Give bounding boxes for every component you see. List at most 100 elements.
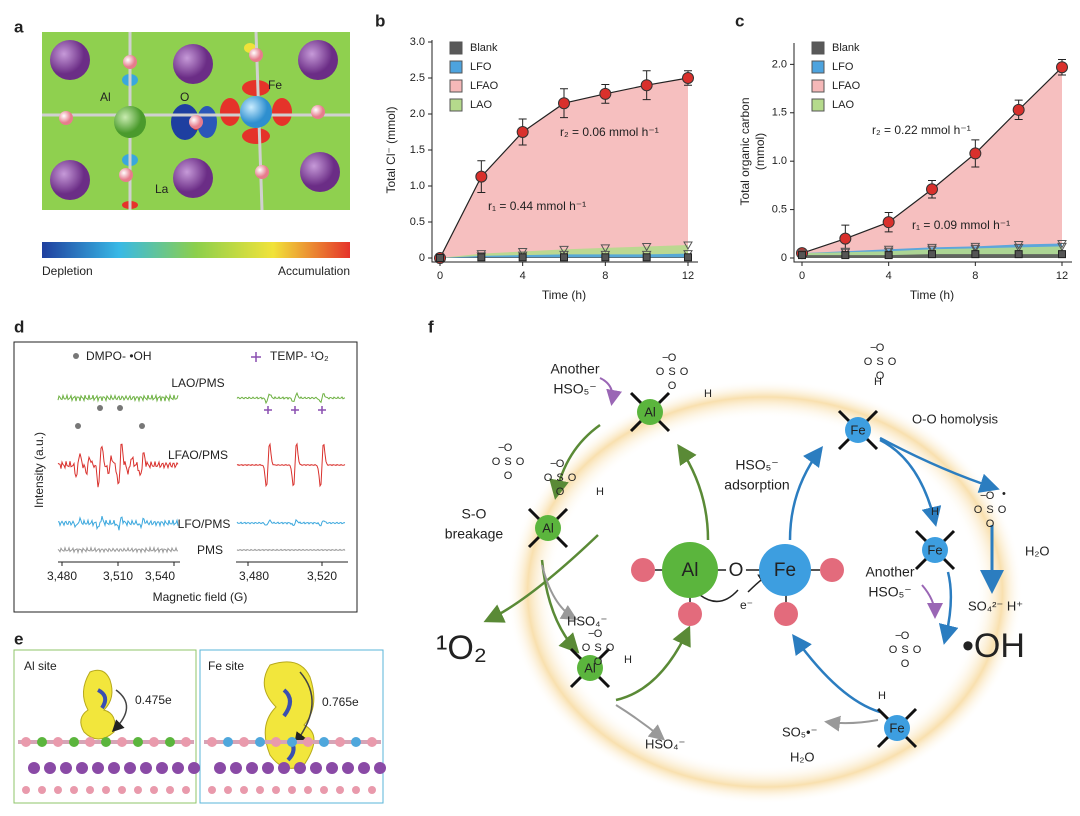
spectrum <box>236 442 346 488</box>
atom-label: O <box>974 504 983 516</box>
step-label: O-O homolysis <box>912 411 998 426</box>
marker <box>884 251 893 260</box>
atom-label: O <box>986 490 995 502</box>
marker <box>599 87 612 100</box>
marker <box>1013 240 1024 250</box>
bond <box>569 647 584 662</box>
atom <box>223 737 233 747</box>
electron-label: e⁻ <box>740 598 753 612</box>
bond <box>629 418 644 433</box>
legend-swatch <box>811 79 825 93</box>
marker <box>1058 250 1066 259</box>
atom-label: Al <box>682 560 699 581</box>
atom-label: O <box>568 472 577 484</box>
bond <box>941 556 956 571</box>
atom <box>70 786 78 794</box>
colorbar-label: Accumulation <box>278 264 350 278</box>
atom <box>53 737 63 747</box>
atom-label: Al <box>542 520 554 535</box>
marker <box>560 253 568 262</box>
marker <box>516 126 529 138</box>
atom <box>149 737 159 747</box>
peak-dot <box>117 405 123 411</box>
atom <box>342 762 354 774</box>
marker <box>684 253 692 262</box>
atom-label: S <box>504 456 511 468</box>
atom <box>310 762 322 774</box>
atom <box>374 762 386 774</box>
annotation: r₂ = 0.06 mmol h⁻¹ <box>560 125 659 139</box>
x-tick-label: 0 <box>437 270 443 282</box>
atom <box>271 737 281 747</box>
y-tick-label: 1.0 <box>772 155 787 167</box>
atom-label: Al <box>584 660 596 675</box>
atom-label: O <box>913 644 922 656</box>
annotation: r₂ = 0.22 mmol h⁻¹ <box>872 123 971 137</box>
bond <box>656 391 671 406</box>
atom <box>304 786 312 794</box>
spectrum <box>236 391 346 405</box>
bond <box>837 409 852 424</box>
panel-label: e <box>14 629 23 648</box>
atom <box>294 762 306 774</box>
atom-label: H <box>596 486 604 498</box>
y-tick-label: 0 <box>419 252 425 264</box>
atom <box>140 762 152 774</box>
atom-label: S <box>594 642 601 654</box>
bond <box>941 529 956 544</box>
atom-label: O <box>998 504 1007 516</box>
atom <box>44 762 56 774</box>
x-tick-label: 12 <box>682 270 694 282</box>
marker <box>970 242 981 252</box>
atom-label: S <box>901 644 908 656</box>
atom <box>262 762 274 774</box>
marker <box>1014 250 1023 259</box>
atom <box>133 737 143 747</box>
step-label: adsorption <box>724 477 789 493</box>
atom <box>230 762 242 774</box>
atom <box>287 737 297 747</box>
trace-label: PMS <box>197 543 223 557</box>
atom <box>214 762 226 774</box>
y-axis-label: (mmol) <box>753 133 767 170</box>
atom-label: O <box>680 366 689 378</box>
atom <box>256 786 264 794</box>
marker <box>475 170 488 183</box>
atom <box>92 762 104 774</box>
atom-label: O <box>180 90 189 104</box>
atom <box>85 737 95 747</box>
atom-label: O <box>606 642 615 654</box>
y-tick-label: 2.0 <box>410 108 425 120</box>
atom-label: O <box>516 456 525 468</box>
legend-marker <box>251 352 261 362</box>
slab-models <box>18 661 386 794</box>
product-label: HSO₄⁻ <box>567 613 607 628</box>
spectrum <box>57 393 179 403</box>
charge-label: − <box>588 628 594 640</box>
bond <box>629 391 644 406</box>
site-title: Fe site <box>208 659 244 673</box>
tick-label: 3,540 <box>145 569 175 583</box>
atom-label: O <box>594 656 603 668</box>
marker <box>1056 61 1068 74</box>
legend-swatch <box>811 60 825 74</box>
atom-label: H <box>704 388 712 400</box>
bond <box>596 647 611 662</box>
panel-label: d <box>14 317 24 336</box>
atom <box>156 762 168 774</box>
tick-label: 3,510 <box>103 569 133 583</box>
atom-label: O <box>889 644 898 656</box>
atom-label: Fe <box>774 560 796 581</box>
legend-label: TEMP- ¹O₂ <box>270 349 329 363</box>
atom-label: O <box>876 370 885 382</box>
tick-label: 3,520 <box>307 569 337 583</box>
annotation: r₁ = 0.44 mmol h⁻¹ <box>488 199 586 213</box>
axis-label: Intensity (a.u.) <box>32 432 46 508</box>
marker <box>927 245 937 255</box>
marker <box>641 242 652 252</box>
legend-label: DMPO- •OH <box>86 349 152 363</box>
legend-label: Blank <box>832 42 860 54</box>
atom <box>278 762 290 774</box>
reagent-label: Another <box>865 564 914 580</box>
atom-label: Fe <box>850 422 865 437</box>
